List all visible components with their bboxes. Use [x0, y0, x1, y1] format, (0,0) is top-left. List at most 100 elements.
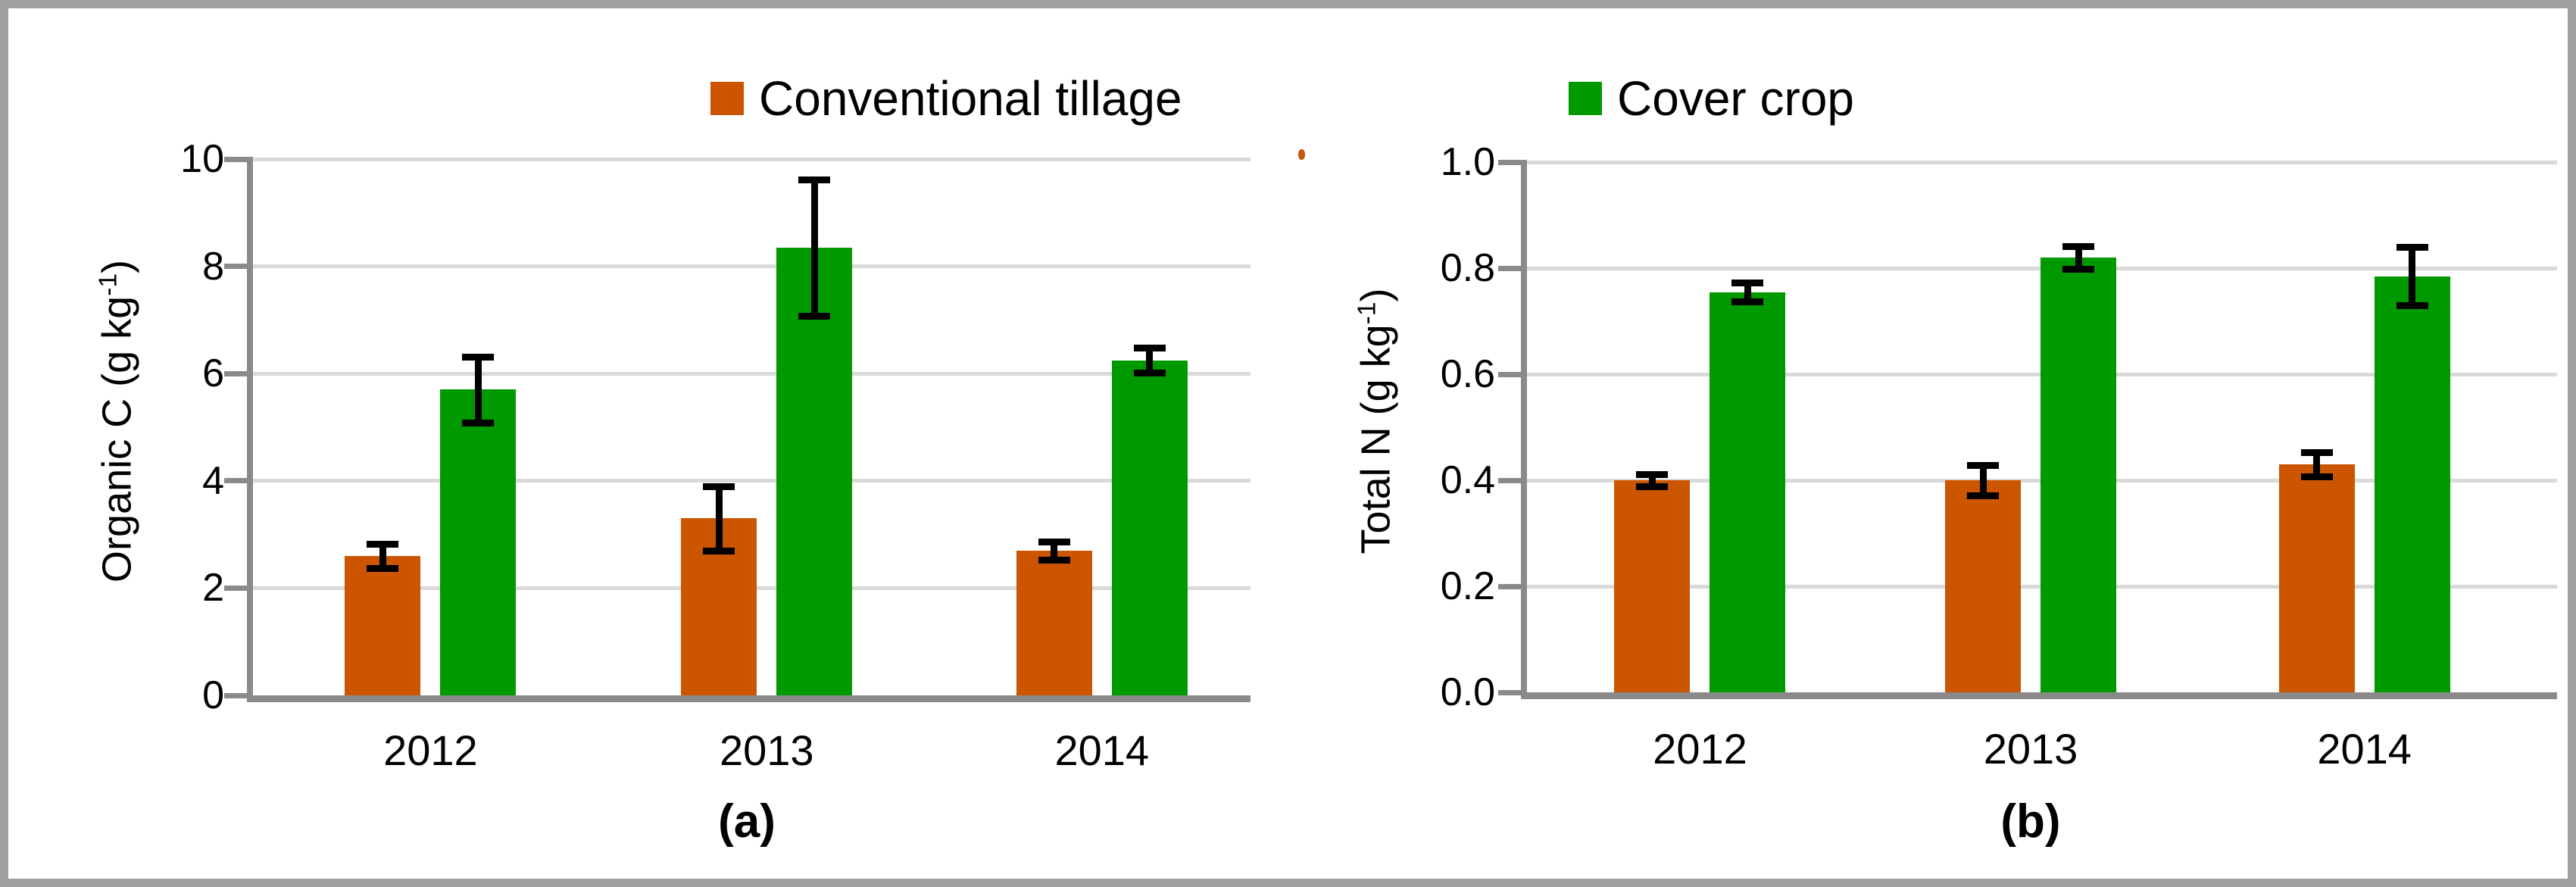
gridline — [1527, 160, 2557, 164]
error-bar-cap-top — [703, 483, 735, 490]
gridline — [253, 157, 1251, 161]
y-axis-tick — [1498, 477, 1527, 483]
panel-label-b: (b) — [2000, 795, 2061, 848]
x-tick-label-2014: 2014 — [1054, 726, 1150, 774]
error-bar-cap-top — [1133, 344, 1166, 351]
error-bar-cap-top — [1038, 538, 1070, 545]
error-bar-conventional-tillage-2014 — [2313, 451, 2321, 477]
y-axis-tick — [224, 370, 253, 376]
y-tick-label: 0.8 — [1440, 246, 1495, 290]
bar-conventional-tillage-2014 — [2278, 464, 2355, 692]
gridline — [253, 479, 1251, 483]
y-tick-label: 0.4 — [1440, 458, 1495, 502]
error-bar-conventional-tillage-2013 — [1979, 465, 1987, 495]
y-axis-line — [1521, 162, 1527, 699]
x-tick-label-2012: 2012 — [1653, 725, 1747, 773]
error-bar-cover-crop-2012 — [1744, 282, 1751, 302]
y-tick-label: 0.2 — [1440, 564, 1495, 608]
y-axis-tick — [1498, 159, 1527, 165]
x-tick-label-2014: 2014 — [2317, 725, 2412, 773]
gridline — [253, 371, 1251, 376]
legend-item-conventional-tillage: Conventional tillage — [710, 69, 1182, 128]
error-bar-cap-top — [1636, 470, 1669, 478]
error-bar-conventional-tillage-2012 — [379, 543, 386, 569]
error-bar-cap-top — [2062, 243, 2095, 251]
panel-label-a: (a) — [718, 795, 776, 848]
error-bar-cap-bottom — [462, 420, 495, 427]
y-axis-tick — [1498, 583, 1527, 589]
y-axis-tick — [224, 156, 253, 162]
error-bar-cap-bottom — [1636, 483, 1669, 491]
error-bar-cap-top — [2300, 448, 2333, 456]
y-axis-title-b-superscript: -1 — [1353, 301, 1382, 325]
bar-conventional-tillage-2012 — [345, 555, 421, 695]
gridline — [253, 264, 1251, 269]
bar-cover-crop-2014 — [2374, 276, 2450, 692]
y-axis-tick — [1498, 265, 1527, 271]
x-tick-label-2012: 2012 — [383, 726, 478, 774]
bar-conventional-tillage-2014 — [1016, 550, 1092, 695]
y-tick-label: 8 — [202, 244, 224, 289]
error-bar-cap-top — [367, 540, 399, 548]
error-bar-cap-bottom — [1038, 556, 1070, 564]
bar-conventional-tillage-2013 — [1945, 480, 2022, 692]
y-tick-label: 4 — [202, 458, 224, 503]
y-tick-label: 10 — [180, 137, 224, 181]
y-axis-title-b: Total N (g kg-1) — [1346, 288, 1399, 554]
error-bar-cap-top — [798, 176, 831, 183]
x-axis-line — [1521, 692, 2557, 699]
error-bar-cover-crop-2013 — [810, 179, 818, 316]
y-tick-label: 0.0 — [1440, 670, 1495, 714]
y-tick-label: 0 — [202, 673, 224, 717]
y-tick-label: 1.0 — [1440, 140, 1495, 184]
y-axis-tick — [1498, 371, 1527, 377]
bar-conventional-tillage-2012 — [1614, 480, 1691, 692]
error-bar-cap-bottom — [2396, 302, 2428, 309]
y-tick-label: 2 — [202, 566, 224, 611]
bar-cover-crop-2012 — [1710, 292, 1786, 692]
error-bar-cover-crop-2014 — [1146, 347, 1154, 373]
stray-mark — [1298, 149, 1305, 160]
error-bar-cap-bottom — [1133, 370, 1166, 377]
error-bar-cover-crop-2012 — [474, 356, 482, 423]
error-bar-conventional-tillage-2012 — [1648, 473, 1656, 487]
error-bar-cap-top — [1731, 279, 1764, 286]
error-bar-cap-bottom — [367, 565, 399, 573]
error-bar-cover-crop-2014 — [2409, 247, 2416, 305]
y-axis-tick — [224, 478, 253, 484]
bar-cover-crop-2013 — [776, 247, 853, 695]
legend-item-cover-crop: Cover crop — [1569, 69, 1854, 128]
y-tick-label: 6 — [202, 351, 224, 396]
y-axis-title-a-text: Organic C (g kg — [94, 295, 140, 582]
legend-label-conventional-tillage: Conventional tillage — [759, 71, 1182, 126]
x-axis-line — [247, 695, 1251, 702]
x-tick-label-2013: 2013 — [719, 726, 814, 774]
bar-cover-crop-2014 — [1111, 360, 1188, 695]
error-bar-cover-crop-2013 — [2075, 246, 2082, 269]
legend-label-cover-crop: Cover crop — [1617, 71, 1854, 126]
y-axis-tick — [224, 585, 253, 591]
y-tick-label: 0.6 — [1440, 352, 1495, 396]
error-bar-cap-bottom — [2300, 473, 2333, 481]
bar-cover-crop-2013 — [2041, 258, 2117, 692]
error-bar-cap-bottom — [703, 547, 735, 554]
error-bar-cap-bottom — [1967, 492, 2000, 499]
y-axis-tick — [1498, 689, 1527, 695]
legend-swatch-conventional-tillage-icon — [710, 82, 744, 115]
error-bar-cap-bottom — [2062, 265, 2095, 273]
error-bar-cap-top — [462, 353, 495, 361]
error-bar-cap-top — [2396, 244, 2428, 251]
bar-cover-crop-2012 — [440, 389, 517, 695]
y-axis-line — [247, 159, 253, 702]
error-bar-cap-bottom — [1731, 298, 1764, 306]
error-bar-conventional-tillage-2014 — [1051, 541, 1058, 560]
y-axis-tick — [224, 264, 253, 270]
error-bar-cap-top — [1967, 462, 2000, 470]
x-tick-label-2013: 2013 — [1983, 725, 2078, 773]
legend-swatch-cover-crop-icon — [1569, 82, 1602, 115]
y-axis-tick — [224, 692, 253, 698]
error-bar-cap-bottom — [798, 312, 831, 320]
y-axis-title-b-close: ) — [1353, 288, 1399, 302]
error-bar-conventional-tillage-2013 — [715, 486, 723, 551]
